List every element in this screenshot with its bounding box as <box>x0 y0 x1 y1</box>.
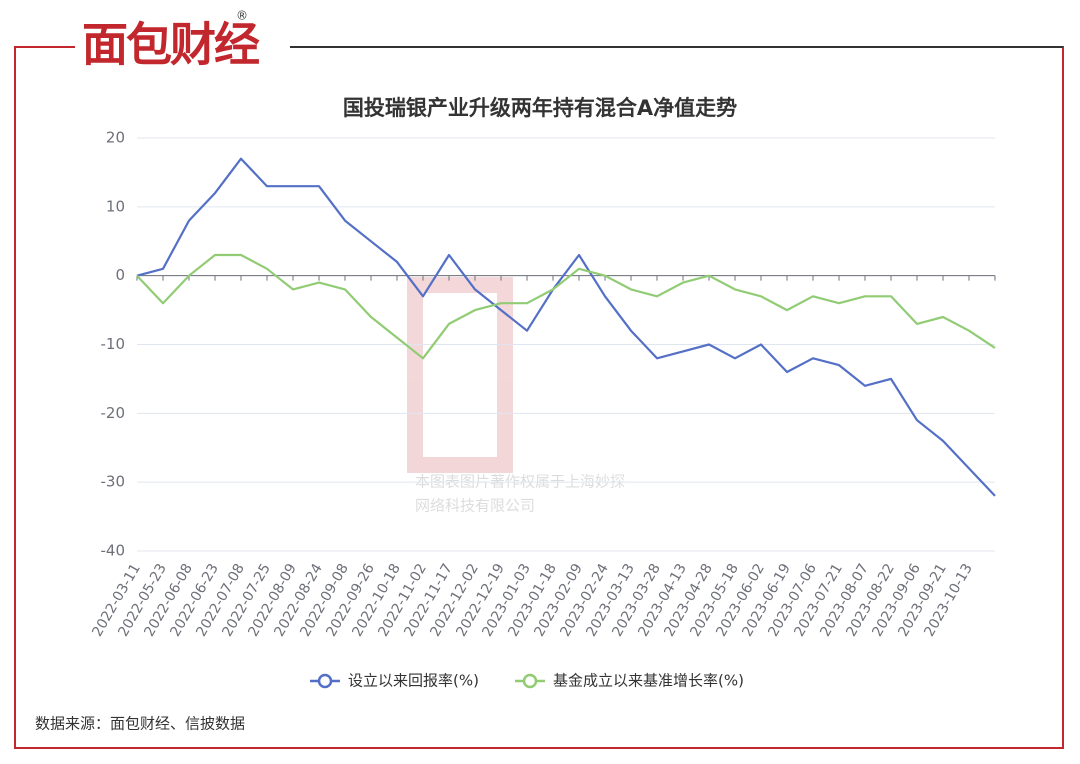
y-tick-label: 20 <box>106 129 125 147</box>
y-tick-label: 10 <box>106 197 125 215</box>
watermark-text: 本图表图片著作权属于上海妙探 <box>415 473 625 491</box>
y-tick-label: -40 <box>101 542 126 560</box>
logo-mark: ® <box>236 9 248 23</box>
legend-label: 设立以来回报率(%) <box>348 672 479 690</box>
frame <box>14 46 1064 749</box>
source: 数据来源：面包财经、信披数据 <box>35 715 245 733</box>
y-tick-label: 0 <box>115 266 125 284</box>
watermark-logo <box>407 277 513 473</box>
y-tick-label: -10 <box>101 335 126 353</box>
watermark-text: 网络科技有限公司 <box>415 497 535 515</box>
series-line <box>136 253 996 360</box>
y-tick-label: -20 <box>101 404 126 422</box>
legend-label: 基金成立以来基准增长率(%) <box>553 672 744 690</box>
y-tick-label: -30 <box>101 473 126 491</box>
chart-title: 国投瑞银产业升级两年持有混合A净值走势 <box>343 96 737 120</box>
watermark: 本图表图片著作权属于上海妙探 网络科技有限公司 <box>407 277 625 515</box>
logo: 面包财经 <box>82 18 260 72</box>
series-line <box>136 157 996 497</box>
legend-marker <box>317 673 333 689</box>
logo-bg <box>78 14 288 76</box>
legend-marker <box>522 673 538 689</box>
